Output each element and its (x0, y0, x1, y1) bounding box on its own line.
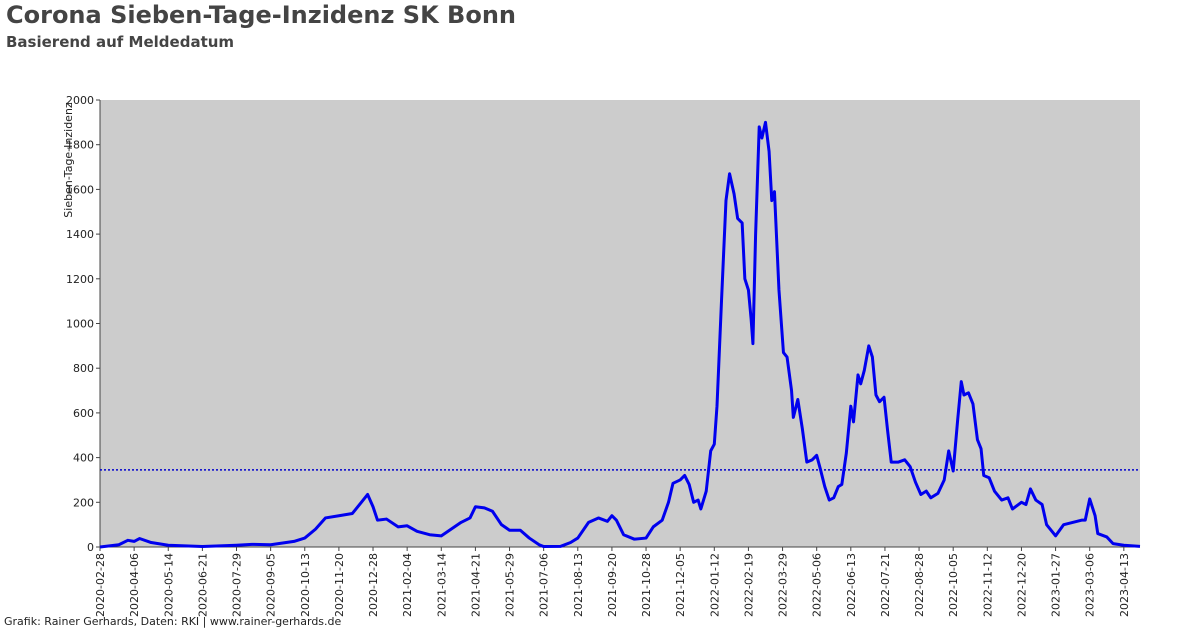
y-tick-label: 2000 (66, 94, 94, 107)
x-tick-label: 2022-11-12 (981, 553, 994, 617)
x-tick-label: 2021-12-05 (674, 553, 687, 617)
y-tick-label: 1600 (66, 183, 94, 196)
y-tick-label: 1000 (66, 318, 94, 331)
y-tick-label: 200 (73, 496, 94, 509)
x-tick-label: 2021-04-21 (469, 553, 482, 617)
y-tick-label: 800 (73, 362, 94, 375)
x-tick-label: 2022-10-05 (947, 553, 960, 617)
x-tick-label: 2022-06-13 (845, 553, 858, 617)
x-tick-label: 2020-09-05 (265, 553, 278, 617)
x-tick-label: 2023-04-13 (1118, 553, 1131, 617)
y-tick-label: 0 (87, 541, 94, 554)
x-tick-label: 2022-07-21 (879, 553, 892, 617)
y-tick-label: 400 (73, 452, 94, 465)
x-tick-label: 2021-08-13 (572, 553, 585, 617)
x-tick-label: 2023-03-06 (1084, 553, 1097, 617)
x-tick-label: 2023-01-27 (1050, 553, 1063, 617)
chart-title: Corona Sieben-Tage-Inzidenz SK Bonn (6, 1, 516, 29)
x-tick-label: 2022-02-19 (742, 553, 755, 617)
x-tick-label: 2021-07-06 (538, 553, 551, 617)
x-tick-label: 2020-12-28 (367, 553, 380, 617)
x-tick-label: 2020-07-29 (231, 553, 244, 617)
y-axis-label: Sieben-Tage-Inzidenz (62, 102, 75, 218)
x-tick-label: 2020-06-21 (196, 553, 209, 617)
x-tick-label: 2020-10-13 (299, 553, 312, 617)
x-tick-label: 2021-05-29 (504, 553, 517, 617)
x-tick-label: 2021-10-28 (640, 553, 653, 617)
y-tick-label: 600 (73, 407, 94, 420)
x-tick-label: 2020-02-28 (94, 553, 107, 617)
y-tick-label: 1800 (66, 139, 94, 152)
x-tick-label: 2022-08-28 (913, 553, 926, 617)
x-tick-label: 2021-03-14 (435, 553, 448, 617)
chart-subtitle: Basierend auf Meldedatum (6, 33, 234, 51)
x-tick-label: 2021-09-20 (606, 553, 619, 617)
y-tick-label: 1400 (66, 228, 94, 241)
x-tick-label: 2020-05-14 (162, 553, 175, 617)
x-tick-label: 2022-03-29 (777, 553, 790, 617)
plot-area (100, 100, 1140, 547)
x-tick-label: 2022-12-20 (1015, 553, 1028, 617)
x-tick-label: 2021-02-04 (401, 553, 414, 617)
y-tick-label: 1200 (66, 273, 94, 286)
x-tick-label: 2020-04-06 (128, 553, 141, 617)
x-tick-label: 2022-05-06 (811, 553, 824, 617)
x-tick-label: 2020-11-20 (333, 553, 346, 617)
footer: Grafik: Rainer Gerhards, Daten: RKI | ww… (4, 615, 342, 628)
x-tick-label: 2022-01-12 (708, 553, 721, 617)
data-line (99, 120, 1141, 549)
